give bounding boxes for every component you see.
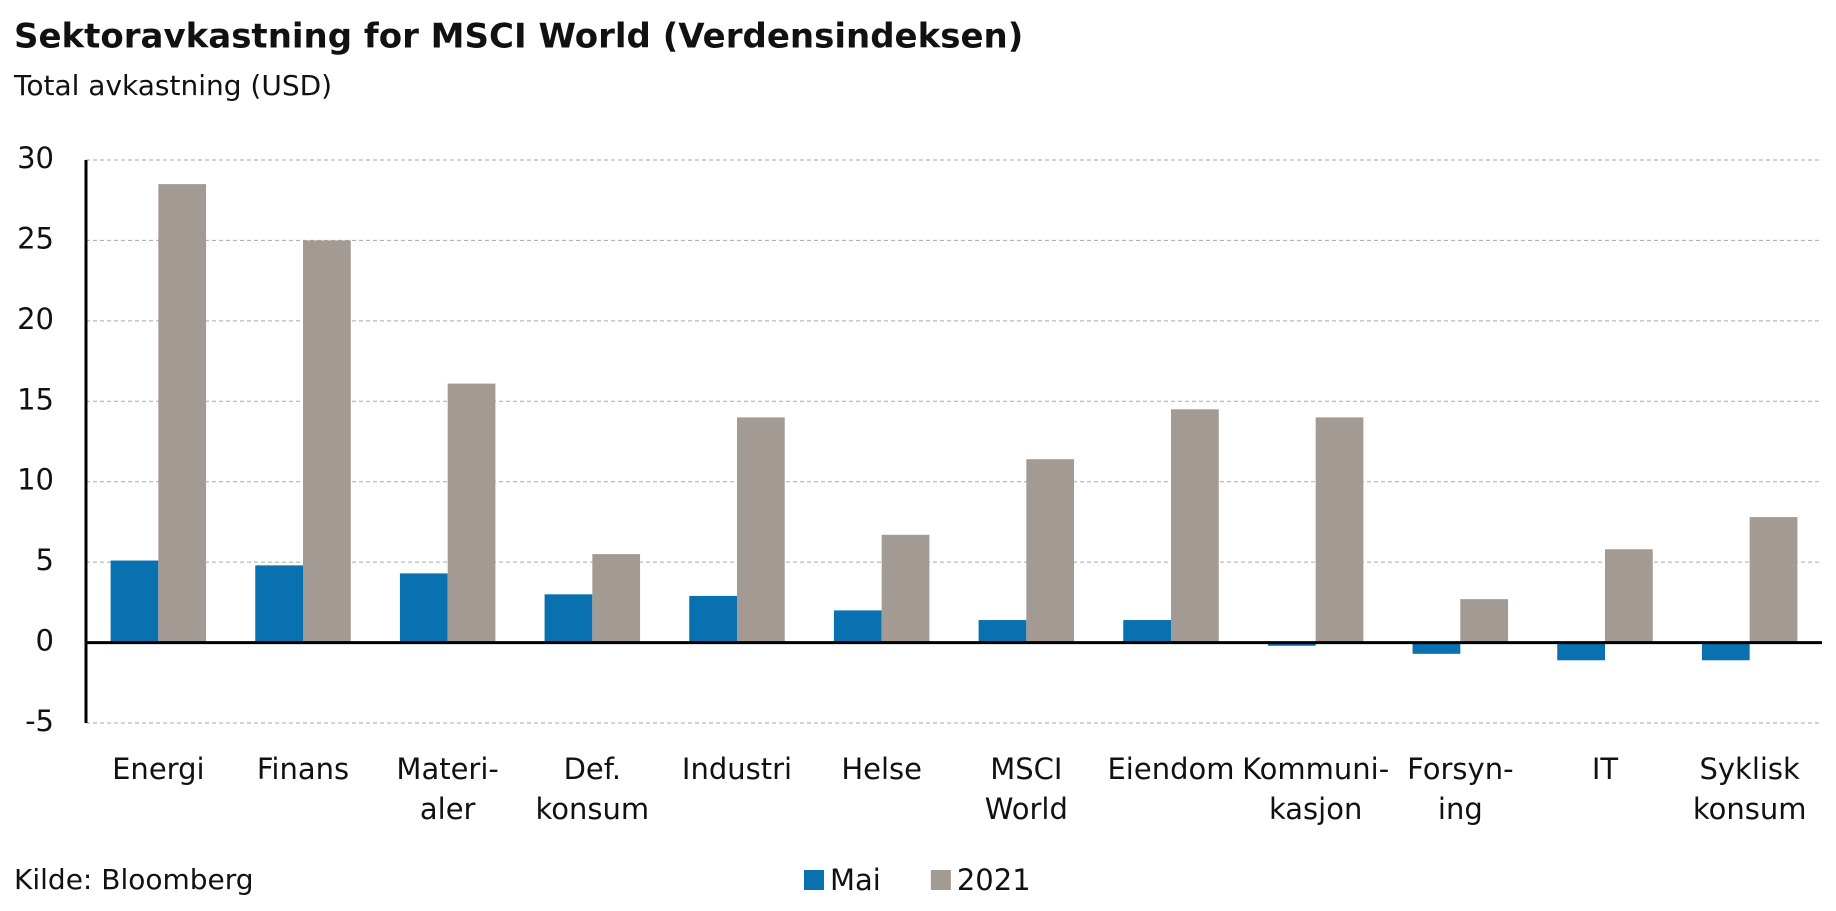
bar: [592, 554, 641, 643]
x-tick-label: IT: [1591, 752, 1619, 786]
bar: [303, 240, 351, 643]
bar: [1412, 642, 1461, 654]
bar: [833, 610, 882, 643]
x-tick-label: Finans: [256, 752, 350, 786]
bar: [1605, 549, 1653, 643]
x-tick-label: Industri: [681, 752, 793, 786]
y-tick-label: 5: [36, 543, 54, 577]
y-tick-label: 25: [17, 221, 54, 255]
bar: [1749, 517, 1798, 643]
y-tick-label: 30: [17, 141, 54, 175]
bar: [1460, 599, 1509, 643]
bar: [399, 573, 448, 643]
x-tick-label: Kommuni- kasjon: [1242, 752, 1390, 826]
bar: [1315, 417, 1364, 643]
bar: [158, 184, 207, 643]
y-tick-label: 15: [17, 382, 54, 416]
bar: [1557, 642, 1605, 661]
bar: [1701, 642, 1750, 661]
x-tick-label: Energi: [112, 752, 205, 786]
y-tick-label: 0: [36, 624, 54, 658]
y-tick-label: 10: [17, 463, 54, 497]
source: Kilde: Bloomberg: [14, 863, 254, 896]
bar: [1267, 642, 1316, 646]
x-tick-label: Eiendom: [1107, 752, 1235, 786]
x-tick-label: MSCI World: [984, 752, 1068, 826]
bar: [110, 560, 159, 643]
y-tick-label: -5: [25, 704, 54, 738]
x-tick-label: Forsyn- ing: [1407, 752, 1514, 826]
chart-title: Sektoravkastning for MSCI World (Verdens…: [14, 17, 1023, 57]
bar: [1123, 620, 1171, 643]
legend-label: Mai: [830, 863, 881, 897]
x-tick-label: Materi- aler: [396, 752, 499, 826]
bar: [689, 595, 737, 643]
x-tick-label: Def. konsum: [535, 752, 650, 826]
x-tick-label: Syklisk konsum: [1692, 752, 1807, 826]
y-tick-label: 20: [17, 302, 54, 336]
bar: [737, 417, 785, 643]
bar: [1026, 459, 1075, 643]
bar: [447, 383, 496, 643]
legend-label: 2021: [957, 863, 1031, 897]
bar: [1171, 409, 1219, 643]
legend-swatch: [930, 870, 951, 890]
bar: [881, 534, 930, 643]
bar: [978, 620, 1027, 643]
bar: [544, 594, 593, 643]
x-tick-label: Helse: [841, 752, 922, 786]
legend-swatch: [804, 870, 824, 890]
chart-subtitle: Total avkastning (USD): [13, 69, 332, 102]
bar: [255, 565, 303, 643]
